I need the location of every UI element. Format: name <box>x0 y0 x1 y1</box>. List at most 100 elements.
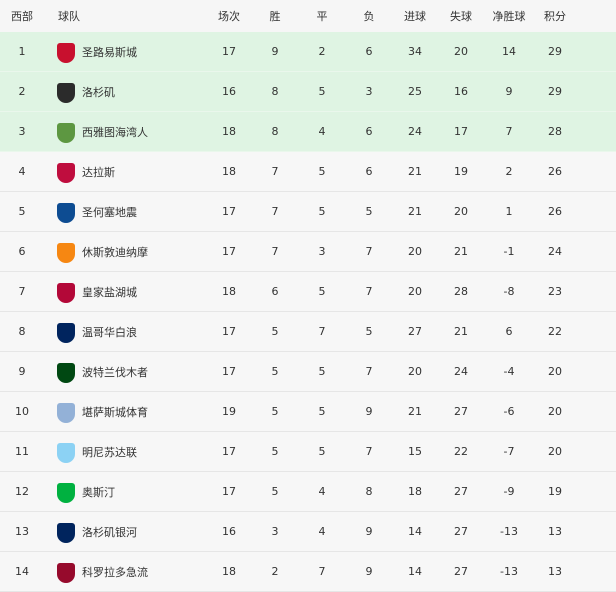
cell-gd: -13 <box>500 565 518 578</box>
cell-lost: 9 <box>365 565 373 578</box>
cell-drawn: 5 <box>318 85 326 98</box>
cell-won: 5 <box>271 445 279 458</box>
team-name[interactable]: 波特兰伐木者 <box>82 365 148 379</box>
team-name[interactable]: 达拉斯 <box>82 165 115 179</box>
header-goals-for: 进球 <box>404 10 426 23</box>
cell-gf: 18 <box>408 485 422 498</box>
cell-gf: 24 <box>408 125 422 138</box>
cell-won: 5 <box>271 325 279 338</box>
team-name[interactable]: 洛杉矶 <box>82 85 115 99</box>
cell-played: 17 <box>222 245 236 258</box>
cell-played: 19 <box>222 405 236 418</box>
cell-played: 17 <box>222 445 236 458</box>
header-won: 胜 <box>269 10 281 23</box>
table-row[interactable]: 5 17 7 5 5 21 20 1 26 圣何塞地震 <box>0 192 616 232</box>
cell-ga: 16 <box>454 85 468 98</box>
cell-played: 17 <box>222 485 236 498</box>
cell-gd: -8 <box>503 285 515 298</box>
team-logo-icon <box>57 283 75 303</box>
cell-rank: 3 <box>18 125 26 138</box>
cell-rank: 5 <box>18 205 26 218</box>
cell-gd: 2 <box>505 165 513 178</box>
cell-played: 18 <box>222 285 236 298</box>
team-logo-icon <box>57 403 75 423</box>
cell-drawn: 5 <box>318 445 326 458</box>
cell-rank: 10 <box>15 405 29 418</box>
team-name[interactable]: 温哥华白浪 <box>82 325 137 339</box>
team-name[interactable]: 休斯敦迪纳摩 <box>82 245 148 259</box>
cell-rank: 14 <box>15 565 29 578</box>
table-row[interactable]: 6 17 7 3 7 20 21 -1 24 休斯敦迪纳摩 <box>0 232 616 272</box>
cell-drawn: 5 <box>318 165 326 178</box>
cell-drawn: 5 <box>318 285 326 298</box>
team-name[interactable]: 西雅图海湾人 <box>82 125 148 139</box>
cell-drawn: 2 <box>318 45 326 58</box>
cell-rank: 11 <box>15 445 29 458</box>
cell-drawn: 5 <box>318 365 326 378</box>
team-logo-icon <box>57 443 75 463</box>
cell-drawn: 5 <box>318 405 326 418</box>
table-row[interactable]: 3 18 8 4 6 24 17 7 28 西雅图海湾人 <box>0 112 616 152</box>
cell-gd: 14 <box>502 45 516 58</box>
team-name[interactable]: 洛杉矶银河 <box>82 525 137 539</box>
table-row[interactable]: 12 17 5 4 8 18 27 -9 19 奥斯汀 <box>0 472 616 512</box>
team-name[interactable]: 明尼苏达联 <box>82 445 137 459</box>
table-row[interactable]: 7 18 6 5 7 20 28 -8 23 皇家盐湖城 <box>0 272 616 312</box>
cell-ga: 22 <box>454 445 468 458</box>
header-drawn: 平 <box>316 10 328 23</box>
header-team: 球队 <box>58 10 80 23</box>
cell-won: 9 <box>271 45 279 58</box>
cell-gf: 20 <box>408 365 422 378</box>
cell-drawn: 3 <box>318 245 326 258</box>
cell-lost: 5 <box>365 205 373 218</box>
cell-played: 18 <box>222 165 236 178</box>
cell-played: 16 <box>222 85 236 98</box>
table-row[interactable]: 4 18 7 5 6 21 19 2 26 达拉斯 <box>0 152 616 192</box>
team-name[interactable]: 圣路易斯城 <box>82 45 137 59</box>
table-row[interactable]: 10 19 5 5 9 21 27 -6 20 堪萨斯城体育 <box>0 392 616 432</box>
team-name[interactable]: 圣何塞地震 <box>82 205 137 219</box>
cell-won: 7 <box>271 205 279 218</box>
cell-gf: 20 <box>408 245 422 258</box>
cell-drawn: 4 <box>318 485 326 498</box>
cell-ga: 24 <box>454 365 468 378</box>
table-row[interactable]: 2 16 8 5 3 25 16 9 29 洛杉矶 <box>0 72 616 112</box>
cell-pts: 26 <box>548 165 562 178</box>
cell-pts: 24 <box>548 245 562 258</box>
table-row[interactable]: 13 16 3 4 9 14 27 -13 13 洛杉矶银河 <box>0 512 616 552</box>
cell-gf: 21 <box>408 165 422 178</box>
team-name[interactable]: 皇家盐湖城 <box>82 285 137 299</box>
cell-rank: 8 <box>18 325 26 338</box>
table-row[interactable]: 1 17 9 2 6 34 20 14 29 圣路易斯城 <box>0 32 616 72</box>
table-row[interactable]: 9 17 5 5 7 20 24 -4 20 波特兰伐木者 <box>0 352 616 392</box>
team-name[interactable]: 堪萨斯城体育 <box>82 405 148 419</box>
header-goal-diff: 净胜球 <box>492 10 526 23</box>
cell-drawn: 4 <box>318 125 326 138</box>
cell-pts: 13 <box>548 565 562 578</box>
team-logo-icon <box>57 323 75 343</box>
team-logo-icon <box>57 483 75 503</box>
cell-ga: 20 <box>454 205 468 218</box>
team-name[interactable]: 科罗拉多急流 <box>82 565 148 579</box>
cell-rank: 13 <box>15 525 29 538</box>
table-row[interactable]: 8 17 5 7 5 27 21 6 22 温哥华白浪 <box>0 312 616 352</box>
cell-won: 6 <box>271 285 279 298</box>
cell-pts: 20 <box>548 405 562 418</box>
cell-gf: 21 <box>408 405 422 418</box>
cell-ga: 27 <box>454 565 468 578</box>
cell-gd: 9 <box>505 85 513 98</box>
team-name[interactable]: 奥斯汀 <box>82 485 115 499</box>
cell-pts: 29 <box>548 85 562 98</box>
cell-won: 5 <box>271 405 279 418</box>
table-row[interactable]: 14 18 2 7 9 14 27 -13 13 科罗拉多急流 <box>0 552 616 592</box>
cell-pts: 19 <box>548 485 562 498</box>
cell-ga: 27 <box>454 485 468 498</box>
table-row[interactable]: 11 17 5 5 7 15 22 -7 20 明尼苏达联 <box>0 432 616 472</box>
cell-ga: 27 <box>454 525 468 538</box>
header-played: 场次 <box>218 10 240 23</box>
cell-lost: 6 <box>365 125 373 138</box>
cell-rank: 9 <box>18 365 26 378</box>
cell-lost: 7 <box>365 285 373 298</box>
team-logo-icon <box>57 523 75 543</box>
cell-drawn: 4 <box>318 525 326 538</box>
